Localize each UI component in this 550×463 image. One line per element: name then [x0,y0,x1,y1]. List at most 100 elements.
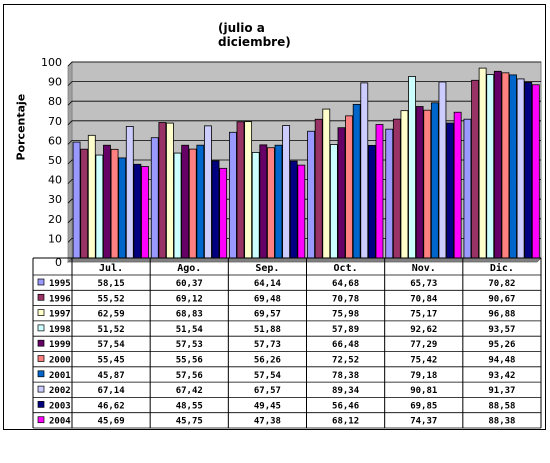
y-tick-label: 20 [48,213,62,226]
data-table-value: 67,14 [98,386,126,396]
legend-key [37,416,45,424]
legend-label: 2000 [49,356,71,366]
bar [337,127,346,259]
x-category-label: Nov. [412,263,436,274]
bar [133,163,142,259]
data-table-value: 79,18 [410,371,437,381]
gridline [67,81,541,86]
bar [95,154,104,259]
bar [400,110,409,259]
bar [385,128,394,259]
data-table-value: 69,85 [410,401,437,411]
data-table-value: 78,38 [332,371,359,381]
data-table-value: 57,54 [98,340,126,350]
y-tick-label: 40 [48,174,62,187]
data-table-value: 91,37 [488,386,515,396]
data-table-value: 75,98 [332,310,359,320]
bar [501,72,510,259]
gridline [67,198,541,204]
bar [345,115,353,259]
bar [471,79,479,259]
bar [375,124,384,259]
legend-label: 2002 [49,386,71,396]
y-tick-label: 50 [48,154,62,167]
bar [150,137,159,259]
bar [307,130,315,259]
chart-frame: (julio a diciembre) Porcentaje 0 10 20 30 40… [3,4,546,430]
y-tick-label: 60 [48,134,62,147]
bar [282,125,291,259]
gridline [67,120,541,126]
data-table-value: 88,58 [488,401,515,411]
bar [297,164,306,259]
data-table-value: 57,53 [176,340,203,350]
data-table-value: 60,37 [176,279,203,289]
y-tick-label: 0 [55,256,62,269]
bar [463,118,472,259]
chart-svg: 0 10 20 30 40 50 60 70 80 90 100 Jul. Ago. Sep. Oct. No… [32,56,542,429]
bar [236,121,245,259]
data-table-value: 62,59 [98,310,125,320]
y-tick-label: 80 [48,95,62,108]
data-table-value: 48,55 [176,401,203,411]
gridline [67,139,541,145]
x-category-label: Dic. [490,262,514,274]
bar [87,134,96,259]
bar [259,144,268,259]
bar [314,118,323,259]
x-category-label: Sep. [255,263,279,274]
data-table-value: 51,88 [254,325,281,335]
y-tick-label: 90 [48,76,62,89]
legend-key [37,355,45,362]
data-table-value: 95,26 [488,340,515,350]
bar [80,148,89,259]
bar [173,152,182,259]
data-table-value: 75,17 [410,310,437,320]
data-table-value: 45,75 [176,417,203,427]
data-table-value: 67,57 [254,386,281,396]
bar [524,82,533,259]
bar [509,74,517,259]
bar [166,122,174,259]
bar [438,81,447,259]
bar [125,126,134,259]
bar [196,144,205,259]
legend-key [37,339,45,347]
bar [181,144,190,259]
gridline [67,61,541,67]
data-table-value: 55,52 [98,294,125,304]
data-table-value: 67,42 [176,386,203,396]
data-table-value: 64,14 [254,279,282,289]
bar [267,147,275,259]
gridline [67,159,541,165]
legend-key [37,309,45,316]
bar [229,131,237,259]
legend-label: 2004 [49,417,71,427]
legend-key [37,385,45,393]
y-tick-label: 70 [48,115,62,128]
data-table-value: 58,15 [98,279,125,289]
data-table-value: 70,84 [410,294,438,304]
data-table-value: 57,54 [254,371,282,381]
data-table-value: 65,73 [410,279,437,289]
data-table-value: 94,48 [488,356,515,366]
bar [408,76,416,259]
data-table-value: 56,46 [332,401,359,411]
data-table-value: 64,68 [332,279,359,289]
bar [453,111,462,259]
data-table-value: 70,82 [488,279,515,289]
legend-key [37,370,45,378]
data-table-value: 55,56 [176,356,203,366]
data-table-value: 46,62 [98,401,125,411]
data-table-value: 51,54 [176,325,204,335]
gridline [67,179,541,184]
bar [118,157,127,259]
data-table-value: 89,34 [332,386,360,396]
gridline [67,100,541,106]
chart-title-line-1: (julio a [218,21,265,35]
data-table-value: 55,45 [98,356,125,366]
bar [392,118,401,259]
legend-label: 1997 [49,310,71,320]
bar [158,122,167,259]
data-table-value: 49,45 [254,401,281,411]
